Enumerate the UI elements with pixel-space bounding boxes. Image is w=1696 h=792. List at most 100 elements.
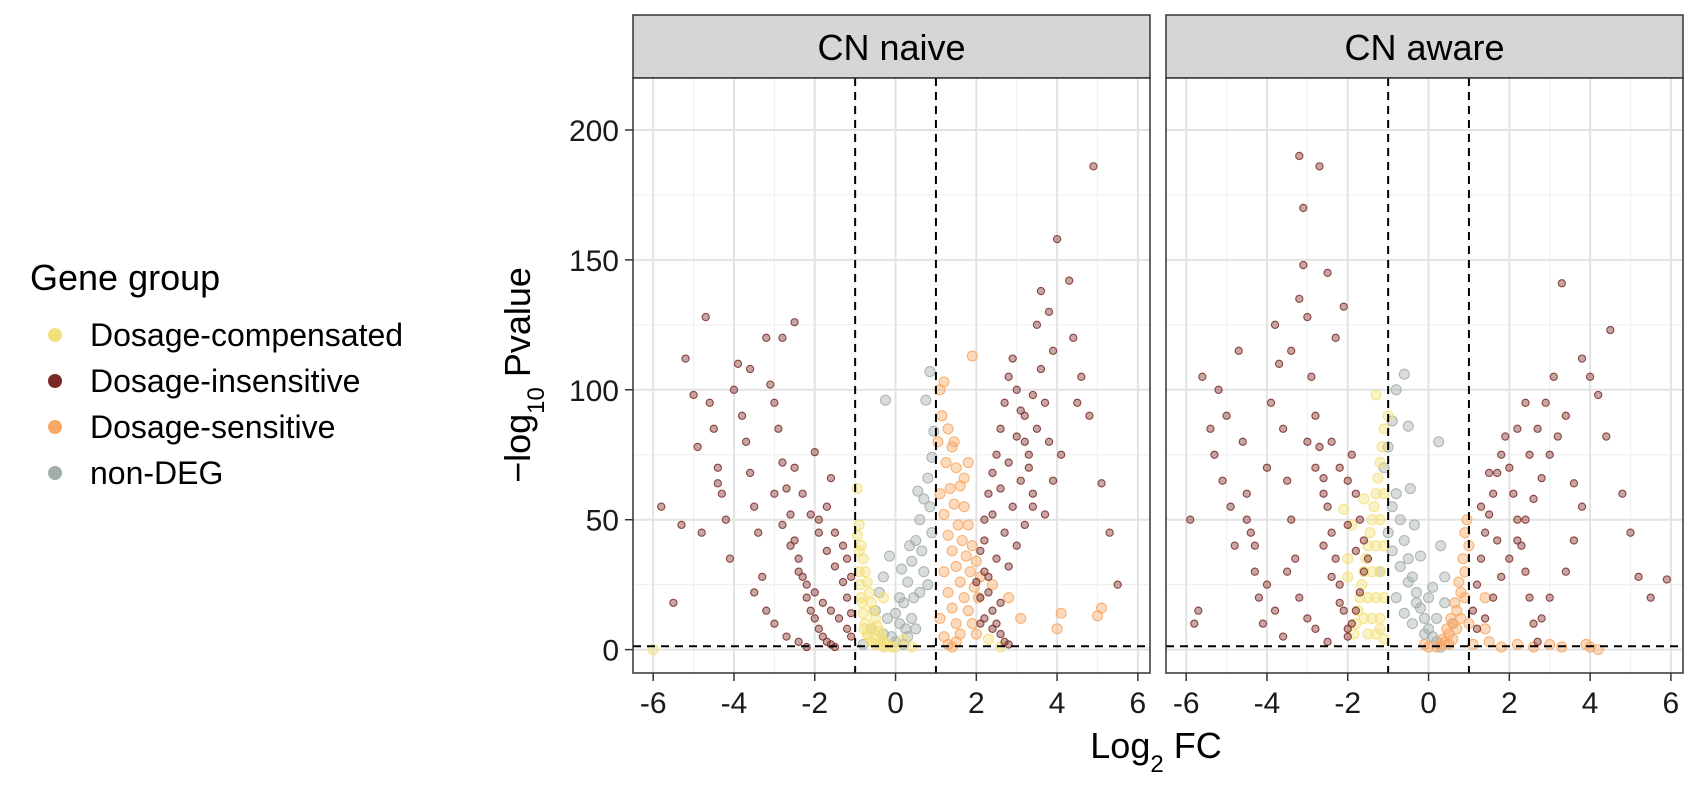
data-point: [866, 623, 878, 635]
data-point: [1311, 463, 1320, 472]
data-point: [1008, 354, 1017, 363]
data-point: [1545, 450, 1554, 459]
panel-border: [1165, 77, 1684, 674]
data-point: [1048, 346, 1058, 355]
series-insensitive: [1186, 151, 1671, 646]
legend-swatch: [48, 374, 62, 388]
data-point: [918, 566, 930, 578]
data-point: [1398, 607, 1410, 619]
data-point: [1360, 553, 1372, 565]
data-point: [944, 482, 956, 495]
data-point: [956, 534, 968, 547]
data-point: [1378, 488, 1390, 500]
data-point: [1662, 575, 1671, 584]
data-point: [798, 489, 807, 498]
data-point: [1323, 637, 1332, 646]
data-point: [1374, 612, 1386, 624]
data-point: [1370, 592, 1382, 604]
data-point: [1386, 545, 1398, 557]
data-point: [810, 447, 819, 457]
data-point: [810, 614, 819, 623]
data-point: [952, 519, 964, 531]
data-point: [1557, 279, 1566, 288]
data-point: [877, 571, 889, 583]
data-point: [713, 479, 722, 488]
data-point: [1431, 612, 1443, 624]
panels-layer: CN naive -6 -4 -2 0 2 4 6 0 50 100 150 200 CN aware -6…: [569, 14, 1684, 720]
data-point: [1569, 536, 1579, 545]
data-point: [842, 624, 852, 633]
data-point: [1356, 579, 1368, 591]
data-point: [1262, 463, 1272, 472]
data-point: [790, 463, 799, 472]
data-point: [1295, 294, 1304, 304]
data-point: [1451, 623, 1463, 635]
data-point: [1335, 598, 1344, 607]
data-point: [1335, 580, 1344, 589]
data-point: [1303, 614, 1312, 623]
points-layer: [647, 162, 1122, 656]
data-point: [1073, 398, 1082, 407]
data-point: [992, 554, 1001, 563]
data-point: [1214, 385, 1223, 394]
data-point: [1343, 632, 1352, 641]
data-point: [938, 566, 950, 578]
data-point: [924, 366, 936, 378]
data-point: [1036, 364, 1046, 374]
x-tick-label: -4: [721, 687, 748, 720]
data-point: [717, 489, 727, 498]
series-sensitive: [932, 350, 1108, 653]
data-point: [1569, 479, 1579, 488]
data-point: [857, 607, 869, 619]
data-point: [1040, 510, 1050, 519]
data-point: [766, 380, 775, 389]
data-point: [1406, 618, 1418, 630]
data-point: [1445, 612, 1457, 624]
facet-strip: [1165, 14, 1684, 79]
data-point: [1358, 493, 1370, 505]
data-point: [988, 624, 997, 633]
data-point: [976, 619, 985, 628]
data-point: [1544, 638, 1556, 650]
data-point: [910, 623, 922, 635]
legend-swatch: [48, 466, 62, 480]
data-point: [1262, 580, 1272, 589]
data-point: [1113, 580, 1122, 589]
data-point: [853, 519, 865, 531]
data-point: [1577, 502, 1587, 511]
data-point: [1439, 571, 1451, 583]
data-point: [1410, 586, 1422, 599]
data-point: [1366, 612, 1378, 624]
data-point: [1449, 597, 1461, 609]
data-point: [1435, 540, 1447, 552]
data-point: [906, 555, 918, 567]
legend-swatch: [48, 328, 62, 342]
data-point: [1453, 576, 1465, 588]
x-tick-label: -2: [1334, 687, 1361, 720]
data-point: [972, 577, 981, 587]
data-point: [1351, 489, 1360, 498]
facet-strip: [632, 14, 1151, 79]
legend-title: Gene group: [30, 257, 220, 298]
data-point: [1533, 637, 1542, 646]
data-point: [1484, 510, 1494, 519]
data-point: [1295, 151, 1304, 161]
panel-border: [632, 77, 1151, 674]
data-point: [1418, 638, 1431, 650]
data-point: [968, 581, 980, 593]
data-point: [958, 472, 970, 484]
data-point: [802, 593, 811, 602]
data-point: [1250, 567, 1260, 576]
data-point: [912, 485, 924, 497]
data-point: [1493, 536, 1502, 545]
data-point: [762, 333, 771, 342]
data-point: [1513, 515, 1522, 524]
data-point: [1402, 576, 1414, 588]
data-point: [1283, 476, 1292, 485]
data-point: [1003, 592, 1015, 604]
data-point: [1390, 592, 1402, 604]
data-point: [988, 606, 997, 615]
data-point: [904, 540, 916, 552]
data-point: [898, 633, 910, 645]
data-point: [1489, 489, 1498, 498]
